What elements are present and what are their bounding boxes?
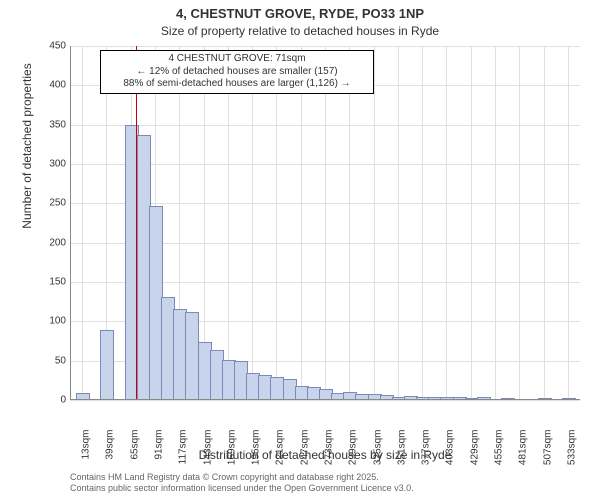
x-tick-label: 195sqm bbox=[251, 430, 262, 470]
gridline-v bbox=[374, 46, 375, 400]
gridline-h bbox=[70, 400, 580, 401]
y-tick-label: 150 bbox=[36, 277, 66, 288]
x-tick-label: 143sqm bbox=[202, 430, 213, 470]
gridline-v bbox=[276, 46, 277, 400]
x-tick-label: 507sqm bbox=[542, 430, 553, 470]
x-tick-label: 13sqm bbox=[81, 430, 92, 470]
x-axis bbox=[70, 399, 580, 400]
gridline-v bbox=[301, 46, 302, 400]
x-tick-label: 221sqm bbox=[275, 430, 286, 470]
footer-line-2: Contains public sector information licen… bbox=[70, 483, 414, 494]
gridline-v bbox=[82, 46, 83, 400]
gridline-v bbox=[325, 46, 326, 400]
x-tick-label: 481sqm bbox=[518, 430, 529, 470]
annotation-line: ← 12% of detached houses are smaller (15… bbox=[107, 66, 367, 79]
x-tick-label: 299sqm bbox=[348, 430, 359, 470]
gridline-v bbox=[252, 46, 253, 400]
y-tick-label: 300 bbox=[36, 159, 66, 170]
x-tick-label: 65sqm bbox=[129, 430, 140, 470]
x-tick-label: 429sqm bbox=[469, 430, 480, 470]
y-axis-label: Number of detached properties bbox=[20, 0, 34, 323]
gridline-v bbox=[471, 46, 472, 400]
x-tick-label: 273sqm bbox=[324, 430, 335, 470]
y-tick-label: 200 bbox=[36, 237, 66, 248]
gridline-v bbox=[544, 46, 545, 400]
x-tick-label: 39sqm bbox=[105, 430, 116, 470]
y-axis bbox=[70, 46, 71, 400]
y-tick-label: 400 bbox=[36, 80, 66, 91]
y-tick-label: 100 bbox=[36, 316, 66, 327]
footer-line-1: Contains HM Land Registry data © Crown c… bbox=[70, 472, 414, 483]
y-tick-label: 0 bbox=[36, 395, 66, 406]
annotation-box: 4 CHESTNUT GROVE: 71sqm← 12% of detached… bbox=[100, 50, 374, 94]
x-tick-label: 247sqm bbox=[299, 430, 310, 470]
footer-attribution: Contains HM Land Registry data © Crown c… bbox=[70, 472, 414, 494]
y-tick-label: 450 bbox=[36, 41, 66, 52]
gridline-v bbox=[398, 46, 399, 400]
gridline-v bbox=[495, 46, 496, 400]
chart-title-main: 4, CHESTNUT GROVE, RYDE, PO33 1NP bbox=[0, 6, 600, 21]
x-tick-label: 351sqm bbox=[396, 430, 407, 470]
y-tick-label: 50 bbox=[36, 355, 66, 366]
gridline-v bbox=[519, 46, 520, 400]
histogram-bar bbox=[100, 330, 114, 400]
annotation-line: 4 CHESTNUT GROVE: 71sqm bbox=[107, 53, 367, 66]
chart-title-sub: Size of property relative to detached ho… bbox=[0, 24, 600, 38]
x-tick-label: 533sqm bbox=[566, 430, 577, 470]
annotation-line: 88% of semi-detached houses are larger (… bbox=[107, 78, 367, 91]
plot-area bbox=[70, 46, 580, 400]
x-tick-label: 455sqm bbox=[494, 430, 505, 470]
x-tick-label: 169sqm bbox=[226, 430, 237, 470]
x-tick-label: 325sqm bbox=[372, 430, 383, 470]
x-tick-label: 91sqm bbox=[154, 430, 165, 470]
x-tick-label: 403sqm bbox=[445, 430, 456, 470]
x-tick-label: 377sqm bbox=[421, 430, 432, 470]
gridline-v bbox=[446, 46, 447, 400]
x-tick-label: 117sqm bbox=[178, 430, 189, 470]
gridline-v bbox=[349, 46, 350, 400]
gridline-v bbox=[568, 46, 569, 400]
chart-container: { "chart": { "type": "histogram", "title… bbox=[0, 0, 600, 500]
gridline-v bbox=[228, 46, 229, 400]
gridline-v bbox=[422, 46, 423, 400]
y-tick-label: 250 bbox=[36, 198, 66, 209]
y-tick-label: 350 bbox=[36, 119, 66, 130]
reference-line bbox=[136, 46, 137, 400]
